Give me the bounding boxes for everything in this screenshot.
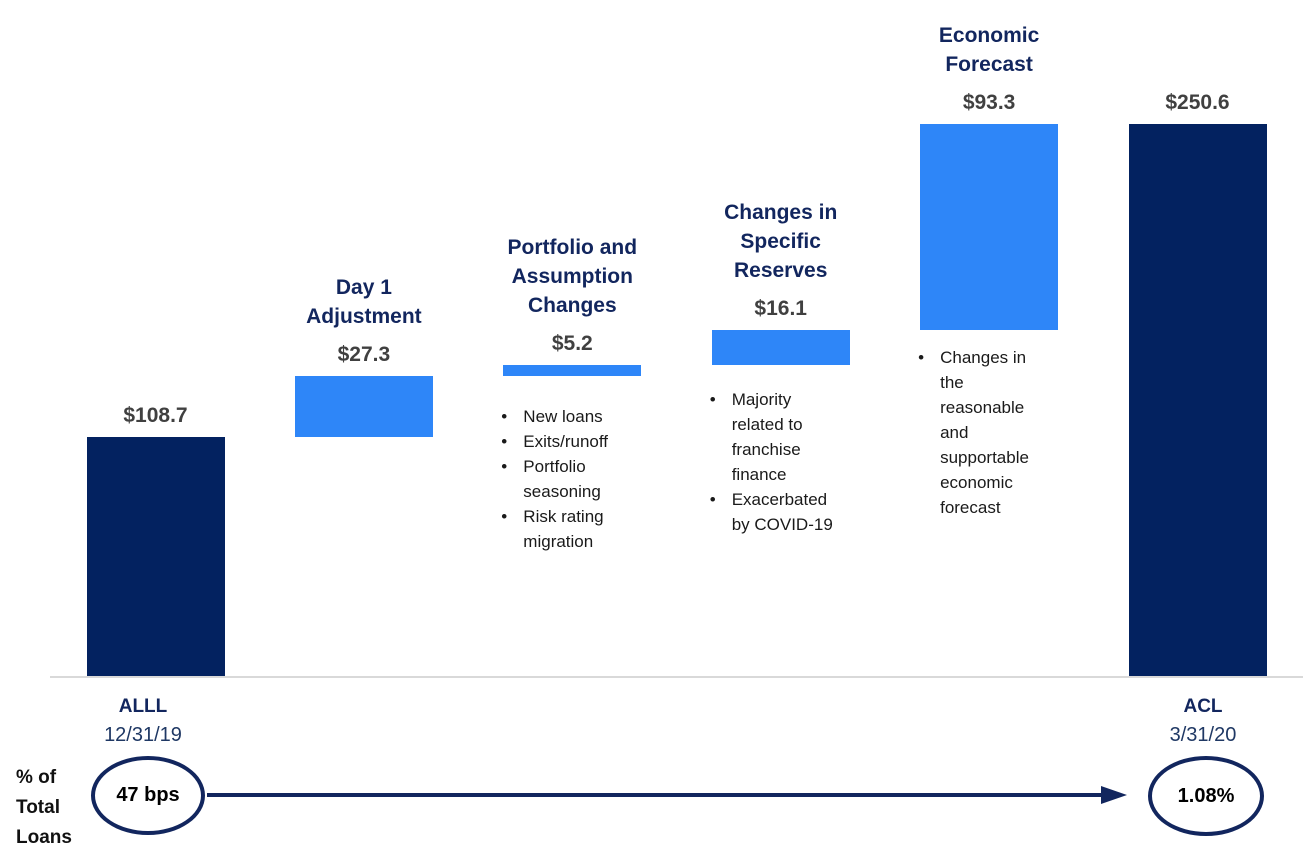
column-title-line: Forecast	[945, 53, 1033, 76]
bullet-text: Exacerbated by COVID-19	[731, 489, 833, 534]
column-title-portfolio-assumption-changes: Portfolio and Assumption Changes	[472, 233, 672, 320]
bullet-text: Risk rating migration	[523, 507, 604, 552]
axis-label-alll: ALLL 12/31/19	[53, 693, 233, 749]
column-title-line: Changes	[527, 293, 617, 317]
bullet-icon: •	[709, 489, 716, 509]
bar-portfolio-assumption-changes	[503, 364, 642, 377]
chart-baseline	[50, 676, 1303, 678]
column-title-line: Economic	[938, 24, 1040, 47]
row-label-line: % of	[16, 767, 57, 788]
column-title-changes-specific-reserves: Changes in Specific Reserves	[681, 198, 881, 285]
row-label-line: Loans	[16, 827, 72, 848]
bar-changes-specific-reserves	[711, 329, 850, 365]
bullet-icon: •	[501, 457, 508, 477]
value-label-acl: $250.6	[1165, 91, 1230, 114]
column-title-line: Reserves	[733, 258, 828, 282]
row-label-line: Total	[16, 797, 60, 818]
start-metric-value: 47 bps	[116, 784, 180, 806]
column-title-line: Assumption	[511, 264, 633, 288]
bullet-item: • Portfolio seasoning	[497, 454, 643, 504]
column-title-line: Portfolio and	[507, 235, 638, 259]
right-arrow-icon	[207, 786, 1127, 804]
bullet-list-portfolio-assumption-changes: • New loans • Exits/runoff • Portfolio season…	[497, 404, 643, 554]
value-label-alll: $108.7	[123, 403, 188, 427]
bullet-text: New loans	[523, 407, 603, 427]
bullet-item: • Changes in the reasonable and supportab…	[914, 345, 1044, 520]
pct-of-total-loans-label: % of Total Loans	[16, 763, 106, 853]
column-title-line: Specific	[740, 229, 821, 253]
bar-economic-forecast	[920, 124, 1059, 330]
bullet-item: • Majority related to franchise finance	[706, 387, 842, 487]
value-label-economic-forecast: $93.3	[962, 91, 1016, 114]
bullet-item: • New loans	[497, 404, 643, 429]
bullet-text: Majority related to franchise finance	[731, 389, 803, 484]
column-title-line: Changes in	[724, 200, 838, 224]
column-title-economic-forecast: Economic Forecast	[889, 21, 1089, 79]
start-metric-badge: 47 bps	[91, 756, 205, 835]
bullet-text: Exits/runoff	[523, 432, 609, 452]
bullet-text: Portfolio seasoning	[523, 457, 601, 502]
axis-date: 12/31/19	[104, 724, 182, 746]
axis-label-acl: ACL 3/31/20	[1113, 693, 1293, 749]
axis-name: ALLL	[118, 696, 168, 717]
bar-alll	[86, 436, 225, 676]
value-label-day1-adjustment: $27.3	[337, 343, 391, 367]
bullet-icon: •	[918, 347, 925, 367]
end-metric-value: 1.08%	[1177, 784, 1235, 807]
bullet-icon: •	[501, 432, 508, 452]
bullet-icon: •	[709, 389, 716, 409]
end-metric-badge: 1.08%	[1148, 756, 1264, 836]
axis-name: ACL	[1183, 696, 1223, 717]
bullet-list-changes-specific-reserves: • Majority related to franchise finance • E…	[706, 387, 842, 537]
bar-day1-adjustment	[294, 376, 433, 437]
bullet-text: Changes in the reasonable and supportabl…	[940, 347, 1029, 517]
bullet-item: • Exits/runoff	[497, 429, 643, 454]
bullet-icon: •	[501, 407, 508, 427]
value-label-portfolio-assumption-changes: $5.2	[551, 331, 593, 355]
column-title-day1-adjustment: Day 1 Adjustment	[264, 273, 464, 331]
bullet-list-economic-forecast: • Changes in the reasonable and supportab…	[914, 345, 1044, 520]
value-label-changes-specific-reserves: $16.1	[754, 296, 807, 320]
column-title-line: Day 1	[335, 276, 392, 300]
bullet-item: • Exacerbated by COVID-19	[706, 487, 842, 537]
column-title-line: Adjustment	[306, 305, 422, 329]
bullet-item: • Risk rating migration	[497, 504, 643, 554]
bullet-icon: •	[501, 507, 508, 527]
axis-date: 3/31/20	[1169, 724, 1237, 746]
bar-acl	[1128, 124, 1267, 676]
